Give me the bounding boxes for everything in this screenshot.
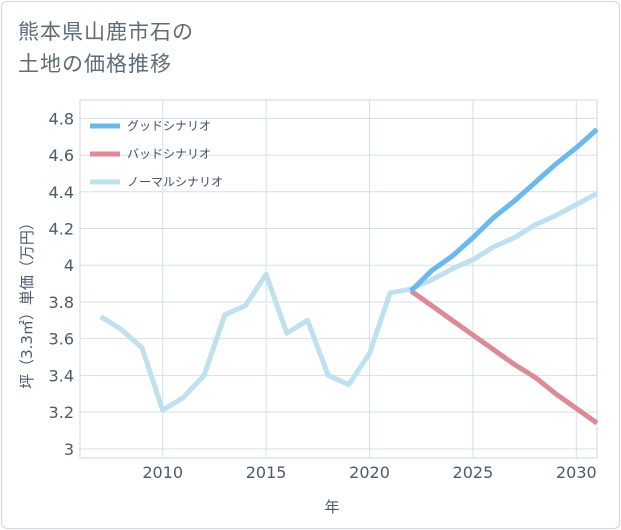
y-tick-label: 4.2 [49,220,74,239]
y-tick-label: 3.2 [49,403,74,422]
y-tick-label: 4.4 [49,183,74,202]
series-line-1 [409,288,599,426]
x-tick-label: 2010 [142,463,183,482]
y-tick-label: 3.4 [49,366,74,385]
grid-lines [80,100,597,458]
legend-label-2: ノーマルシナリオ [127,175,223,189]
y-tick-label: 4 [64,256,74,275]
series-line-2 [99,191,599,413]
chart-title-line-2: 土地の価格推移 [18,52,172,76]
x-tick-label: 2020 [349,463,390,482]
x-tick-label: 2030 [556,463,597,482]
y-tick-label: 3.6 [49,330,74,349]
y-tick-label: 3 [64,440,74,459]
tick-labels: 2010 2015 2020 2025 2030 3 3.2 3.4 3.6 3.8 4 4.2 4.4… [49,109,597,482]
x-axis-label: 年 [324,498,339,516]
plot-area [79,99,598,459]
legend-label-0: グッドシナリオ [127,119,211,133]
y-axis-label: 坪（3.3㎡）単価（万円） [18,215,36,389]
y-tick-label: 4.8 [49,109,74,128]
chart-title-line-1: 熊本県山鹿市石の [18,20,194,44]
y-tick-label: 4.6 [49,146,74,165]
x-tick-label: 2015 [246,463,287,482]
series-lines [99,127,599,426]
chart-title: 熊本県山鹿市石の 土地の価格推移 [18,16,194,80]
legend-label-1: バッドシナリオ [127,147,211,161]
series-line-0 [409,127,599,293]
y-tick-label: 3.8 [49,293,74,312]
x-tick-label: 2025 [453,463,494,482]
